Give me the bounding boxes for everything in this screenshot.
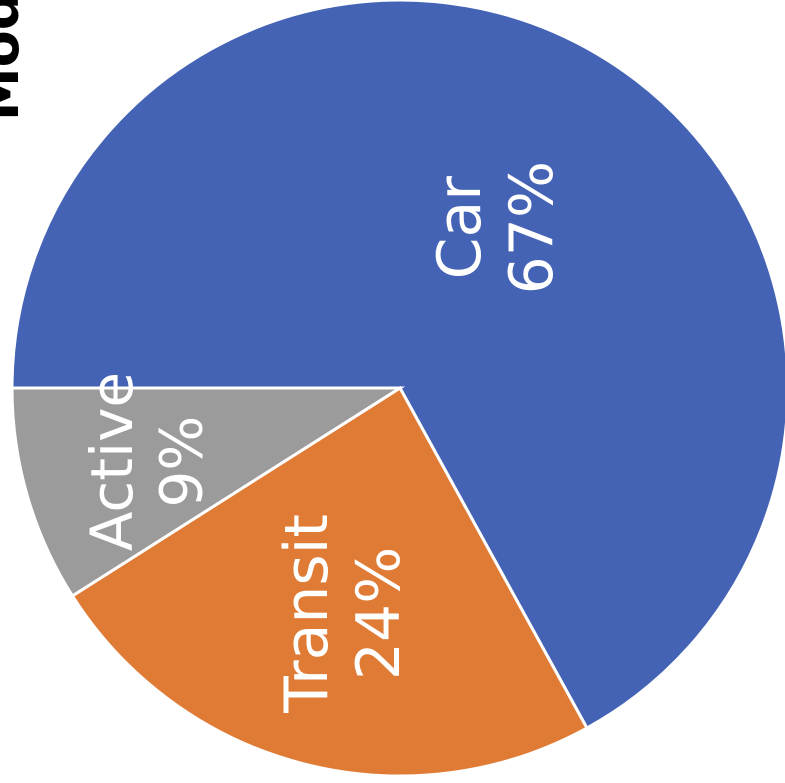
slice-value-label: 24% xyxy=(344,547,414,680)
pie-slice-car xyxy=(10,0,785,731)
pie-slice-transit xyxy=(70,385,589,778)
slice-category-label: Active xyxy=(78,372,146,551)
slice-label-transit: Transit 24% xyxy=(272,514,414,714)
slice-label-car: Car 67% xyxy=(425,161,567,294)
pie-slice-active xyxy=(10,386,406,598)
slice-label-active: Active 9% xyxy=(78,372,216,551)
slice-category-label: Car xyxy=(425,176,495,280)
slice-value-label: 67% xyxy=(497,161,567,294)
slice-value-label: 9% xyxy=(148,416,216,508)
slice-category-label: Transit xyxy=(272,514,342,714)
